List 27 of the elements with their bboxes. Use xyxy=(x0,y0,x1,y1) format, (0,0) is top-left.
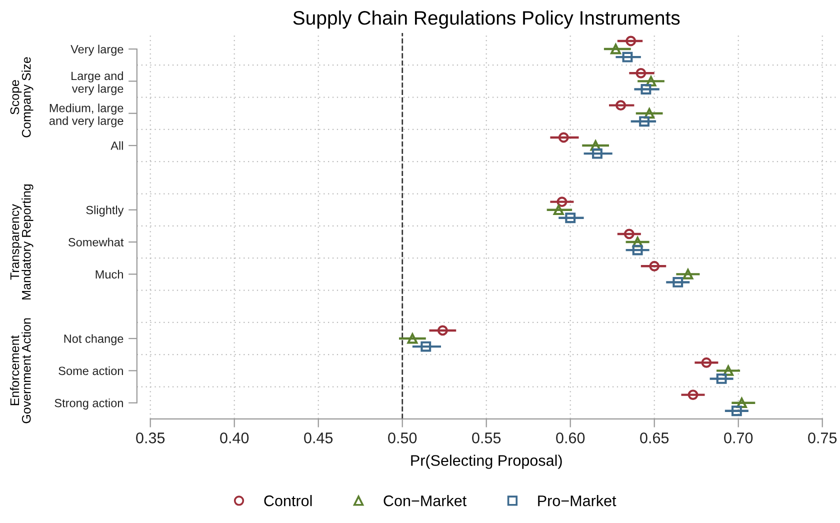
y-tick-label: All xyxy=(110,141,123,150)
x-tick-label: 0.35 xyxy=(136,432,165,444)
x-axis-title: Pr(Selecting Proposal) xyxy=(411,454,562,469)
x-tick-label: 0.75 xyxy=(808,432,837,444)
y-tick-label: Much xyxy=(96,270,123,279)
legend-label: Control xyxy=(264,495,312,506)
text: Enforcement Government Action xyxy=(10,318,31,424)
y-tick-label: Very large xyxy=(70,44,124,56)
text: Transparency Mandatory Reporting xyxy=(10,184,34,300)
y-tick-label: Some action xyxy=(58,366,123,376)
y-tick-label: Slightly xyxy=(86,206,124,217)
y-tick-label: Strong action xyxy=(54,398,123,410)
x-tick-label: 0.40 xyxy=(220,432,249,444)
x-tick-label: 0.45 xyxy=(304,432,333,444)
x-tick-label: 0.60 xyxy=(556,432,585,444)
x-tick-label: 0.50 xyxy=(388,432,417,444)
y-tick-label: Large and very large xyxy=(72,71,124,96)
x-tick-label: 0.70 xyxy=(724,432,753,444)
chart-title: Supply Chain Regulations Policy Instruments xyxy=(293,10,680,29)
text: Scope Company Size xyxy=(10,57,34,138)
legend-label: Pro−Market xyxy=(538,495,616,506)
legend-label: Con−Market xyxy=(384,495,466,506)
y-tick-label: Somewhat xyxy=(68,238,124,246)
y-tick-label: Medium, large and very large xyxy=(49,104,124,128)
x-tick-label: 0.55 xyxy=(472,432,501,444)
x-tick-label: 0.65 xyxy=(640,432,669,444)
y-tick-label: Not change xyxy=(64,334,124,346)
